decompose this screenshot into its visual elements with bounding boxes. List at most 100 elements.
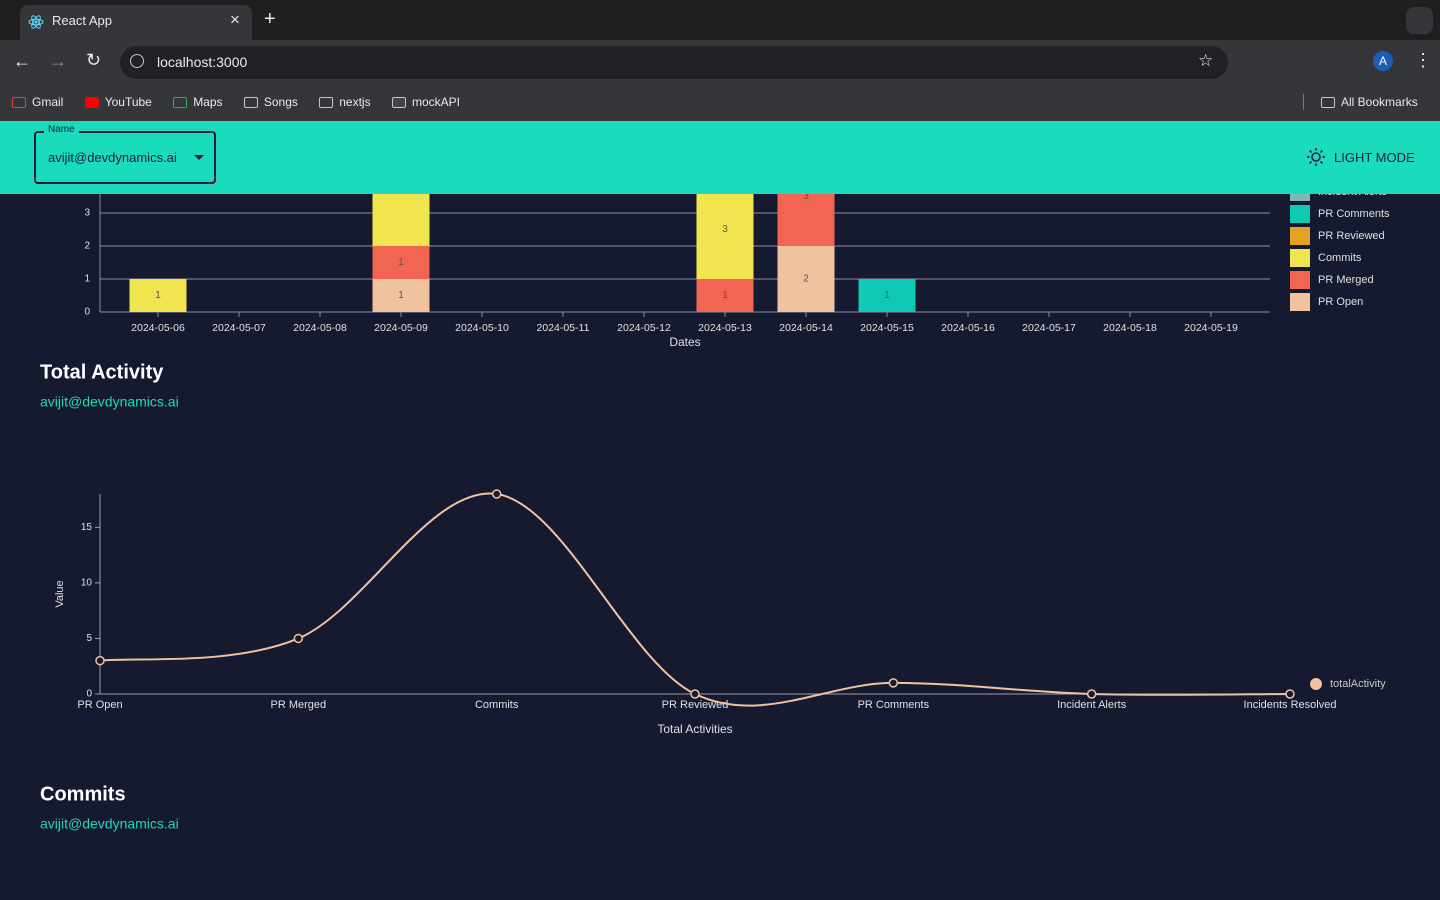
bookmark-label: mockAPI <box>411 95 460 109</box>
point <box>491 489 502 499</box>
select-value: avijit@devdynamics.ai <box>48 150 177 165</box>
y-tick-label: 5 <box>86 633 92 644</box>
browser-tab[interactable]: React App × <box>20 5 252 40</box>
bookmark[interactable]: nextjs <box>319 95 371 109</box>
separator <box>1303 94 1304 110</box>
point <box>1285 689 1295 699</box>
all-bookmarks[interactable]: All Bookmarks <box>1321 95 1418 109</box>
line <box>99 492 1291 707</box>
section-subtitle: avijit@devdynamics.ai <box>40 394 179 410</box>
x-tick-label: 2024-05-15 <box>860 322 914 334</box>
legend-label: totalActivity <box>1330 678 1386 690</box>
app-header: Name avijit@devdynamics.ai LIGHT MODE <box>0 121 1440 194</box>
content: Total Activity avijit@devdynamics.ai Com… <box>40 121 1390 832</box>
profile[interactable]: A <box>1373 51 1393 71</box>
legend-label: PR Merged <box>1318 274 1374 286</box>
forward-button[interactable]: → <box>49 51 67 71</box>
select-arrow <box>194 155 204 160</box>
bar <box>696 279 754 312</box>
bar <box>372 246 430 279</box>
point <box>293 633 304 644</box>
y-axis-title: Value <box>54 580 66 607</box>
tab-icon <box>28 15 44 29</box>
bookmark-label: Maps <box>193 95 223 109</box>
x-tick-label: 2024-05-13 <box>698 322 752 334</box>
x-tick-label: PR Open <box>77 699 122 711</box>
bar-label: 1 <box>398 257 404 268</box>
tab-bar: React App × + <box>0 0 1440 40</box>
y-tick-label: 15 <box>81 522 93 533</box>
legend-swatch <box>1290 249 1310 267</box>
x-tick-label: 2024-05-18 <box>1103 322 1157 334</box>
new-tab[interactable]: + <box>264 8 276 30</box>
bookmark-label: nextjs <box>339 95 371 109</box>
x-axis-title: Dates <box>669 335 700 349</box>
address-row: ← → ↻ localhost:3000 ☆ A ⋮ <box>0 40 1440 84</box>
legend-swatch <box>1290 205 1310 223</box>
x-tick-label: 2024-05-09 <box>374 322 428 334</box>
name-select[interactable]: Name avijit@devdynamics.ai <box>34 124 216 184</box>
y-tick-label: 2 <box>84 241 90 252</box>
reload-button[interactable]: ↻ <box>86 50 102 70</box>
legend-label: PR Comments <box>1318 208 1390 220</box>
bookmark[interactable]: Songs <box>243 95 298 109</box>
point <box>95 655 105 666</box>
y-tick-label: 0 <box>84 307 90 318</box>
bar <box>129 279 187 312</box>
x-tick-label: Incidents Resolved <box>1244 699 1337 711</box>
x-tick-label: 2024-05-07 <box>212 322 266 334</box>
point <box>888 678 899 688</box>
bookmark-label: YouTube <box>104 95 152 109</box>
back-button[interactable]: ← <box>13 51 31 71</box>
tab-search[interactable] <box>1406 7 1433 34</box>
bookmark-star[interactable]: ☆ <box>1198 51 1214 70</box>
url: localhost:3000 <box>157 54 248 70</box>
x-tick-label: Incident Alerts <box>1057 699 1127 711</box>
bookmark[interactable]: YouTube <box>84 95 152 109</box>
bar-label: 3 <box>803 191 809 202</box>
mode-label: LIGHT MODE <box>1334 149 1415 165</box>
legend-marker <box>1310 678 1322 690</box>
x-tick-label: Commits <box>475 699 519 711</box>
tab-title: React App <box>52 13 112 28</box>
site-info[interactable] <box>130 54 144 68</box>
x-tick-label: 2024-05-17 <box>1022 322 1076 334</box>
section-title: Commits <box>40 783 126 805</box>
omnibox[interactable]: localhost:3000 ☆ <box>120 46 1228 79</box>
bar <box>372 279 430 312</box>
y-tick-label: 10 <box>81 578 93 589</box>
point <box>1086 689 1097 699</box>
sun-icon <box>1307 148 1325 166</box>
select-label: Name <box>44 124 79 135</box>
point <box>690 689 700 699</box>
bookmark-label: All Bookmarks <box>1341 95 1418 109</box>
x-axis-title: Total Activities <box>657 722 732 736</box>
legend-label: Commits <box>1318 252 1362 264</box>
bar <box>858 279 916 312</box>
y-tick-label: 1 <box>84 274 90 285</box>
menu[interactable]: ⋮ <box>1414 50 1432 70</box>
legend-swatch <box>1290 271 1310 289</box>
bookmark[interactable]: Maps <box>173 95 223 109</box>
tab-close[interactable]: × <box>230 10 240 29</box>
bar-label: 1 <box>884 290 890 301</box>
bookmark[interactable]: Gmail <box>12 95 63 109</box>
x-tick-label: 2024-05-19 <box>1184 322 1238 334</box>
bar-label: 1 <box>398 290 404 301</box>
bookmark-label: Songs <box>263 95 298 109</box>
section-subtitle: avijit@devdynamics.ai <box>40 816 179 832</box>
y-tick-label: 3 <box>84 208 90 219</box>
section-title: Total Activity <box>40 361 164 383</box>
bar <box>696 180 754 279</box>
bar <box>777 246 835 312</box>
bookmark[interactable]: mockAPI <box>391 95 460 109</box>
bar-label: 1 <box>722 290 728 301</box>
x-tick-label: 2024-05-11 <box>537 322 590 334</box>
legend-swatch <box>1290 227 1310 245</box>
x-tick-label: PR Comments <box>858 699 930 711</box>
mode-toggle[interactable]: LIGHT MODE <box>1306 147 1415 167</box>
bar-label: 3 <box>722 224 728 235</box>
legend-label: PR Open <box>1318 296 1363 308</box>
x-tick-label: 2024-05-14 <box>779 322 833 334</box>
